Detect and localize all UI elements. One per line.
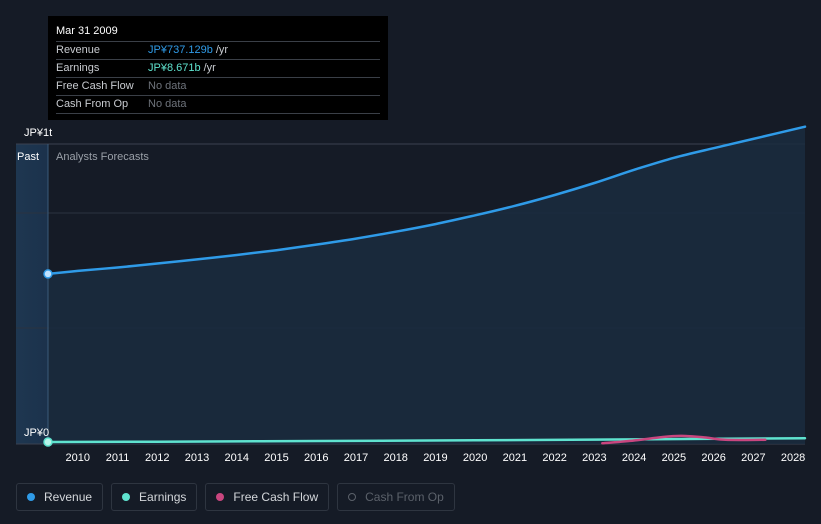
x-tick-label: 2023	[582, 452, 606, 464]
cfo-dot-icon	[348, 493, 356, 501]
tooltip-label: Free Cash Flow	[56, 78, 148, 95]
tooltip-label: Revenue	[56, 42, 148, 59]
x-tick-label: 2017	[344, 452, 368, 464]
revenue-area	[48, 127, 805, 444]
x-tick-label: 2027	[741, 452, 765, 464]
legend-revenue-button[interactable]: Revenue	[16, 483, 103, 511]
revenue-dot-icon	[27, 493, 35, 501]
chart-legend: Revenue Earnings Free Cash Flow Cash Fro…	[16, 483, 455, 511]
legend-label: Earnings	[139, 490, 186, 504]
x-tick-label: 2018	[383, 452, 407, 464]
tooltip-value: No data	[148, 96, 187, 113]
x-tick-label: 2026	[701, 452, 725, 464]
forecast-label: Analysts Forecasts	[56, 151, 149, 163]
tooltip-value: JP¥8.671b	[148, 60, 201, 77]
x-tick-label: 2020	[463, 452, 487, 464]
legend-label: Revenue	[44, 490, 92, 504]
legend-label: Free Cash Flow	[233, 490, 318, 504]
x-tick-label: 2028	[781, 452, 805, 464]
x-tick-label: 2011	[106, 452, 130, 464]
past-label: Past	[17, 151, 39, 163]
tooltip-row-fcf: Free Cash Flow No data	[56, 78, 380, 96]
tooltip-date: Mar 31 2009	[56, 23, 380, 42]
x-tick-label: 2025	[662, 452, 686, 464]
x-tick-label: 2021	[503, 452, 527, 464]
legend-label: Cash From Op	[365, 490, 444, 504]
tooltip-row-revenue: Revenue JP¥737.129b /yr	[56, 42, 380, 60]
x-tick-label: 2019	[423, 452, 447, 464]
x-tick-label: 2015	[264, 452, 288, 464]
x-tick-label: 2012	[145, 452, 169, 464]
y-bottom-label: JP¥0	[24, 427, 49, 439]
tooltip: Mar 31 2009 Revenue JP¥737.129b /yr Earn…	[48, 16, 388, 120]
tooltip-value: JP¥737.129b	[148, 42, 213, 59]
tooltip-label: Cash From Op	[56, 96, 148, 113]
legend-fcf-button[interactable]: Free Cash Flow	[205, 483, 329, 511]
tooltip-label: Earnings	[56, 60, 148, 77]
past-region	[16, 144, 48, 444]
x-tick-label: 2024	[622, 452, 646, 464]
x-tick-label: 2010	[66, 452, 90, 464]
earnings-marker	[44, 438, 52, 446]
tooltip-row-earnings: Earnings JP¥8.671b /yr	[56, 60, 380, 78]
tooltip-row-cfo: Cash From Op No data	[56, 96, 380, 114]
earnings-dot-icon	[122, 493, 130, 501]
legend-cfo-button[interactable]: Cash From Op	[337, 483, 455, 511]
y-top-label: JP¥1t	[24, 127, 52, 139]
tooltip-unit: /yr	[204, 60, 216, 77]
x-tick-label: 2022	[542, 452, 566, 464]
x-tick-label: 2016	[304, 452, 328, 464]
x-axis-ticks: 2010 2011 2012 2013 2014 2015 2016 2017 2018 2019…	[66, 452, 806, 464]
tooltip-unit: /yr	[216, 42, 228, 59]
x-tick-label: 2014	[225, 452, 249, 464]
revenue-marker	[44, 270, 52, 278]
tooltip-value: No data	[148, 78, 187, 95]
x-tick-label: 2013	[185, 452, 209, 464]
fcf-dot-icon	[216, 493, 224, 501]
legend-earnings-button[interactable]: Earnings	[111, 483, 197, 511]
